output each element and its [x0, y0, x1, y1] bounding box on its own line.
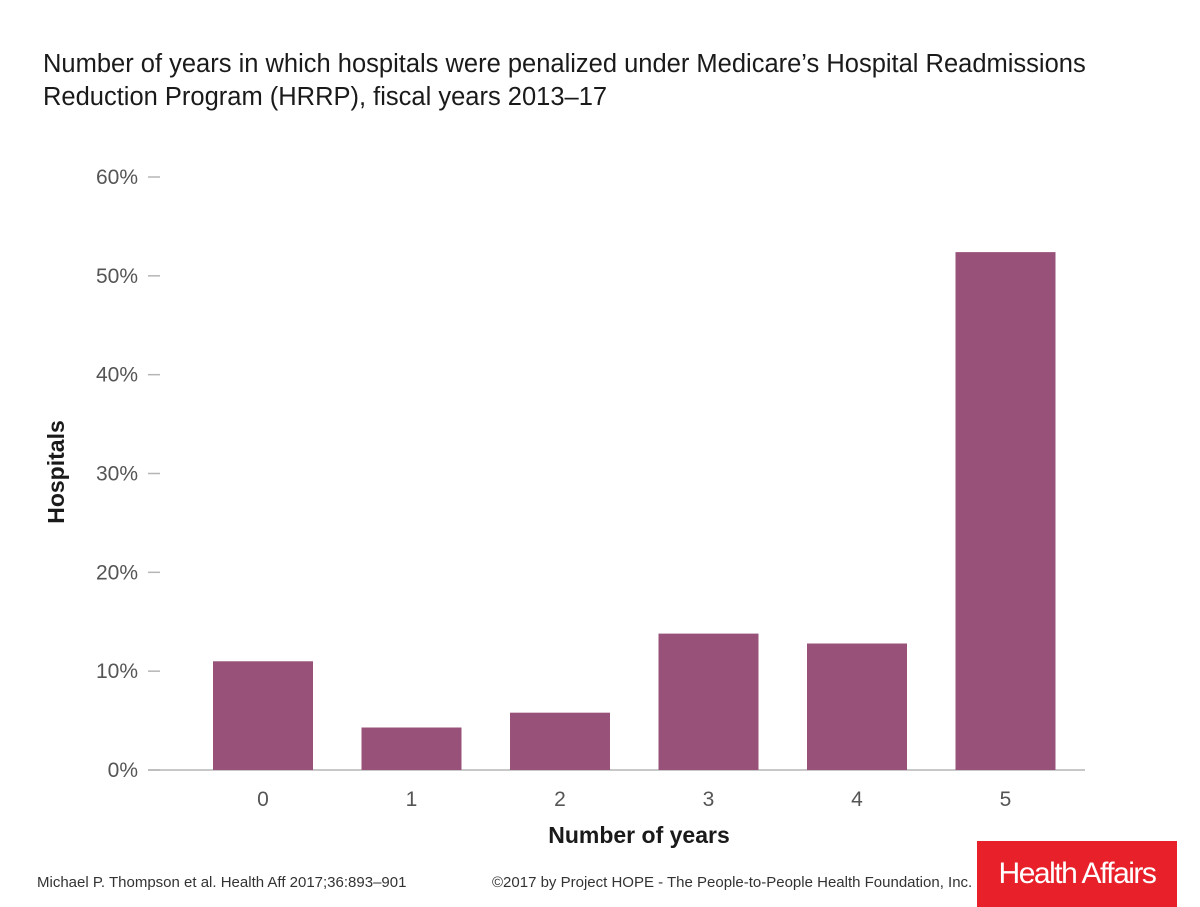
y-tick-label: 10%: [96, 660, 138, 683]
x-axis-title: Number of years: [548, 822, 730, 848]
x-tick-label: 0: [257, 788, 269, 811]
bar: [510, 712, 610, 770]
bar: [213, 661, 313, 770]
x-tick-label: 1: [406, 788, 418, 811]
y-tick-label: 0%: [108, 759, 138, 782]
health-affairs-logo[interactable]: Health Affairs: [977, 841, 1177, 907]
y-tick-label: 30%: [96, 463, 138, 486]
y-tick-label: 60%: [96, 166, 138, 189]
chart-title: Number of years in which hospitals were …: [43, 50, 1086, 111]
x-tick-label: 3: [703, 788, 715, 811]
bar: [658, 633, 759, 770]
bar: [361, 727, 462, 770]
x-tick-label: 5: [1000, 788, 1012, 811]
y-axis-title: Hospitals: [43, 420, 69, 524]
x-tick-label: 2: [554, 788, 566, 811]
y-tick-label: 40%: [96, 364, 138, 387]
bar: [807, 643, 907, 770]
footer-citation: Michael P. Thompson et al. Health Aff 20…: [37, 874, 407, 891]
y-tick-label: 20%: [96, 561, 138, 584]
x-tick-label: 4: [851, 788, 863, 811]
x-axis: 0 1 2 3 4 5: [257, 788, 1011, 811]
footer-copyright: ©2017 by Project HOPE - The People-to-Pe…: [492, 874, 973, 891]
y-axis: 0% 10% 20% 30% 40% 50% 60%: [96, 166, 160, 782]
bar: [955, 252, 1056, 770]
bars: [213, 252, 1056, 770]
y-tick-label: 50%: [96, 265, 138, 288]
